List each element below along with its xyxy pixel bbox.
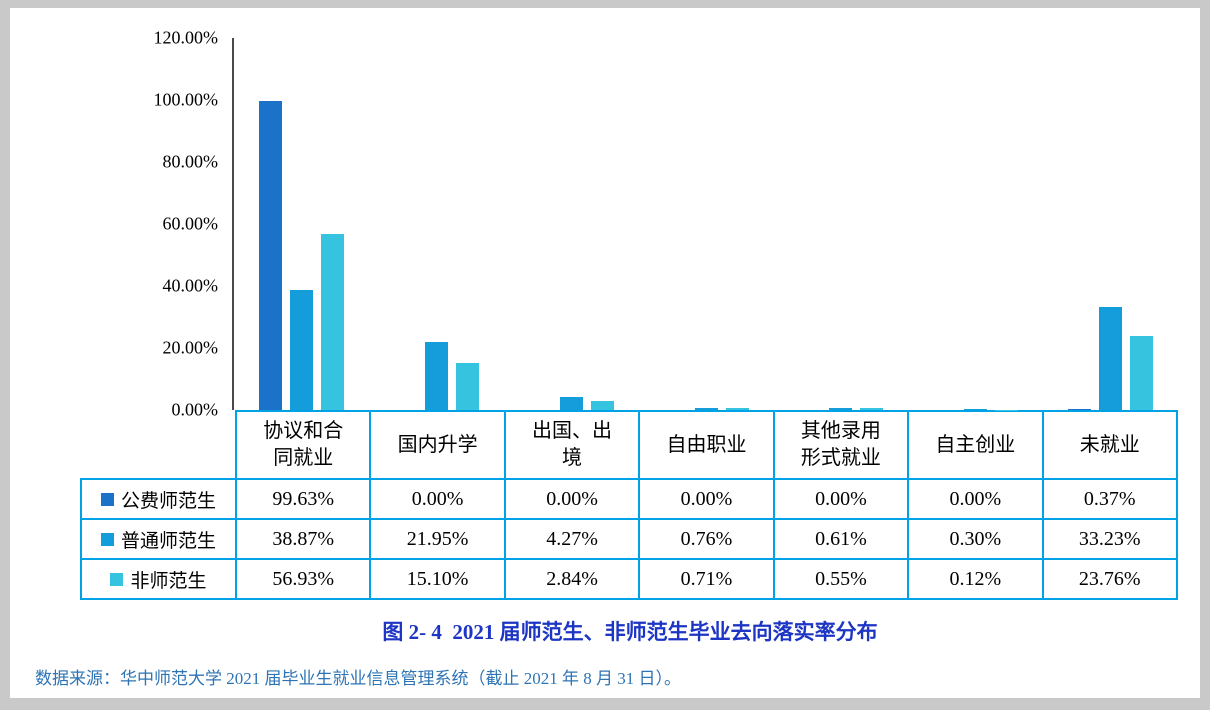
y-axis-tick-label: 60.00% <box>162 213 219 234</box>
table-row: 普通师范生 38.87% 21.95% 4.27% 0.76% 0.61% 0.30% 33.… <box>80 518 1179 560</box>
legend-key-swatch <box>100 492 114 506</box>
bar <box>860 408 884 410</box>
source-note: 数据来源：华中师范大学 2021 届毕业生就业信息管理系统（截止 2021 年 … <box>35 669 681 688</box>
bar <box>694 407 718 410</box>
value-cell: 0.00% <box>907 478 1044 520</box>
value-cell: 99.63% <box>234 478 372 520</box>
data-table-body: 协议和合 同就业 国内升学 出国、出 境自由职业 其他录用 形式就业 自主创业 未就业公费… <box>80 410 1179 600</box>
bar <box>1068 408 1092 410</box>
value-cell: 0.61% <box>772 518 910 560</box>
y-axis-tick-label: 40.00% <box>162 275 219 296</box>
value-cell: 0.37% <box>1041 478 1179 520</box>
value-cell: 33.23% <box>1041 518 1179 560</box>
category-header-cell: 自主创业 <box>907 410 1044 480</box>
category-header-cell: 国内升学 <box>369 410 506 480</box>
series-label-cell: 非师范生 <box>80 558 237 600</box>
y-axis-tick-label: 80.00% <box>162 151 219 172</box>
bar <box>289 289 313 410</box>
bar <box>455 363 479 410</box>
value-cell: 0.00% <box>503 478 641 520</box>
table-corner-spacer <box>81 411 236 479</box>
series-label-cell: 普通师范生 <box>80 518 237 560</box>
table-row: 非师范生 56.93% 15.10% 2.84% 0.71% 0.55% 0.12% 23.7… <box>80 558 1179 600</box>
value-cell: 2.84% <box>503 558 641 600</box>
bar-group <box>504 38 639 410</box>
figure-chart: 120.00% 100.00% 80.00% 60.00% 40.00% 20.00% 0.… <box>10 28 1178 420</box>
bar-group <box>908 38 1043 410</box>
value-cell: 0.00% <box>772 478 910 520</box>
bar <box>258 101 282 410</box>
bar <box>559 396 583 410</box>
bar-group <box>234 38 369 410</box>
y-axis: 120.00% 100.00% 80.00% 60.00% 40.00% 20.00% 0.… <box>10 28 232 420</box>
bar <box>320 233 344 410</box>
value-cell: 0.00% <box>638 478 775 520</box>
category-header-cell: 自由职业 <box>638 410 775 480</box>
value-cell: 0.00% <box>369 478 506 520</box>
bar-group <box>369 38 504 410</box>
value-cell: 0.76% <box>638 518 775 560</box>
series-name: 普通师范生 <box>120 530 216 552</box>
category-header-cell: 协议和合 同就业 <box>234 410 372 480</box>
value-cell: 23.76% <box>1041 558 1179 600</box>
value-cell: 21.95% <box>369 518 506 560</box>
table-row: 公费师范生 99.63% 0.00% 0.00% 0.00% 0.00% 0.00% 0.37… <box>80 478 1179 520</box>
bar <box>725 407 749 410</box>
y-axis-tick-label: 120.00% <box>153 27 219 48</box>
bar <box>829 408 853 410</box>
bar-group <box>639 38 774 410</box>
value-cell: 0.12% <box>907 558 1044 600</box>
category-header-cell: 其他录用 形式就业 <box>772 410 910 480</box>
chart-caption: 图 2- 4 2021 届师范生、非师范生毕业去向落实率分布 <box>382 620 878 644</box>
series-name: 非师范生 <box>130 570 207 592</box>
value-cell: 4.27% <box>503 518 641 560</box>
y-axis-tick-label: 0.00% <box>171 399 219 420</box>
bar <box>1130 336 1154 410</box>
legend-key-swatch <box>100 532 114 546</box>
y-axis-tick-label: 20.00% <box>162 337 219 358</box>
value-cell: 38.87% <box>234 518 372 560</box>
value-cell: 56.93% <box>234 558 372 600</box>
series-label-cell: 公费师范生 <box>80 478 237 520</box>
bar <box>1099 307 1123 410</box>
category-header-cell: 出国、出 境 <box>503 410 641 480</box>
value-cell: 0.55% <box>772 558 910 600</box>
y-axis-tick-label: 100.00% <box>153 89 219 110</box>
value-cell: 0.30% <box>907 518 1044 560</box>
bar <box>964 409 988 410</box>
bar-group <box>1043 38 1178 410</box>
series-name: 公费师范生 <box>120 490 216 512</box>
plot-area <box>232 38 1178 410</box>
legend-key-swatch <box>110 572 124 586</box>
data-table: 协议和合 同就业 国内升学 出国、出 境自由职业 其他录用 形式就业 自主创业 未就业公费… <box>80 410 1179 600</box>
bar-group <box>773 38 908 410</box>
value-cell: 0.71% <box>638 558 775 600</box>
value-cell: 15.10% <box>369 558 506 600</box>
document-page: 120.00% 100.00% 80.00% 60.00% 40.00% 20.00% 0.… <box>10 8 1200 698</box>
bar <box>590 401 614 410</box>
bar <box>424 341 448 410</box>
category-header-cell: 未就业 <box>1041 410 1179 480</box>
